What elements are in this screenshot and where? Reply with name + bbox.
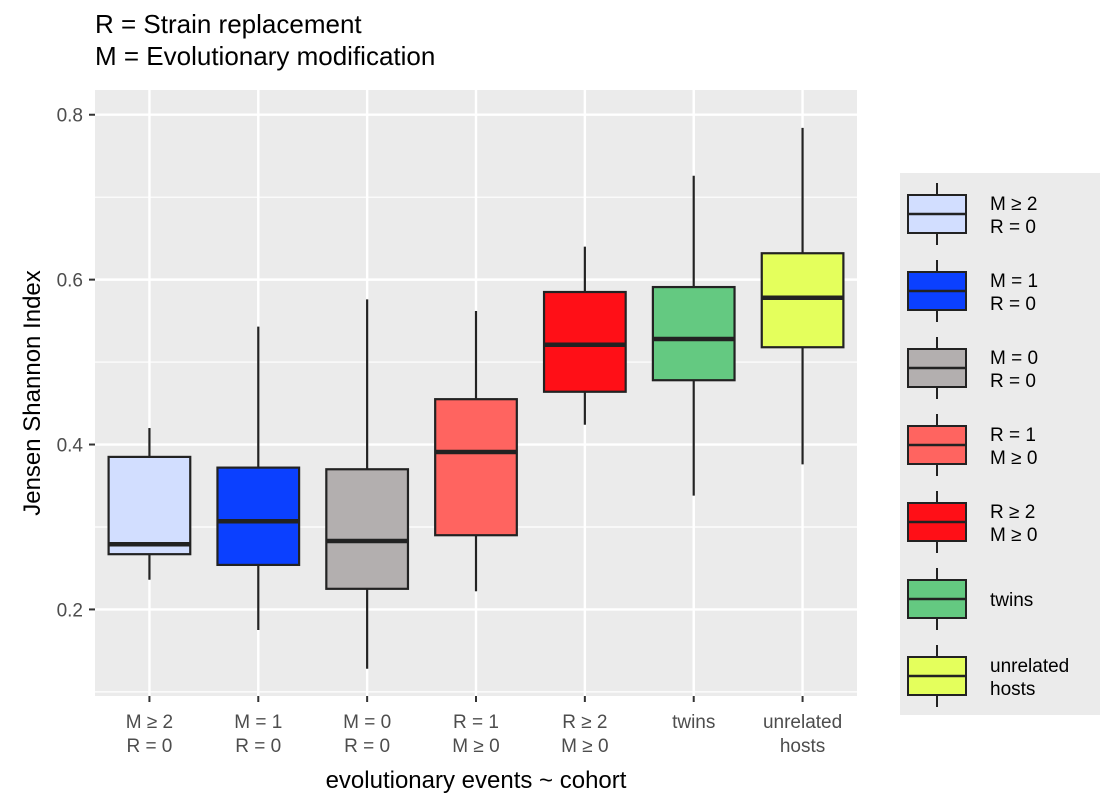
- legend-item: M = 0R = 0: [907, 337, 1038, 399]
- boxplot-box: [216, 326, 301, 631]
- box-iqr: [434, 398, 518, 537]
- box-iqr: [651, 285, 736, 382]
- boxplot-box: [434, 310, 518, 592]
- legend-item: M = 1R = 0: [907, 260, 1038, 322]
- chart-title-block: R = Strain replacement M = Evolutionary …: [95, 8, 435, 72]
- boxplot-box: [760, 127, 845, 465]
- chart-title-line-2: M = Evolutionary modification: [95, 41, 436, 71]
- x-tick-label: hosts: [780, 736, 825, 757]
- legend-label: R = 0: [990, 217, 1036, 238]
- x-tick-label: R = 1: [453, 712, 499, 733]
- box-iqr: [760, 252, 845, 349]
- boxplot-box: [325, 299, 410, 669]
- boxplot-series: [107, 127, 845, 669]
- x-axis: M ≥ 2 R = 0 M = 1 R = 0 M = 0 R = 0 R = 1 M ≥ 0…: [126, 696, 842, 757]
- box-iqr: [216, 466, 301, 567]
- boxplot-box: [542, 246, 627, 425]
- legend-label: M ≥ 2: [990, 194, 1037, 215]
- x-tick-label: R = 0: [126, 736, 172, 757]
- x-tick-label: R = 0: [235, 736, 281, 757]
- legend-label: M = 1: [990, 271, 1038, 292]
- legend-label: unrelated: [990, 656, 1069, 677]
- x-tick-label: M = 0: [343, 712, 391, 733]
- x-tick-label: twins: [672, 712, 715, 733]
- y-axis-title: Jensen Shannon Index: [19, 270, 46, 516]
- x-tick-label: unrelated: [763, 712, 842, 733]
- legend-label: hosts: [990, 679, 1035, 700]
- y-tick-label: 0.4: [57, 436, 84, 457]
- y-tick-label: 0.8: [57, 106, 83, 127]
- chart-title-line-1: R = Strain replacement: [95, 9, 362, 39]
- legend-label: M ≥ 0: [990, 448, 1037, 469]
- x-tick-label: M ≥ 0: [452, 736, 499, 757]
- legend-item: twins: [907, 568, 1033, 630]
- legend-label: R = 1: [990, 425, 1036, 446]
- legend-label: R ≥ 2: [990, 502, 1035, 523]
- x-tick-label: M ≥ 2: [126, 712, 173, 733]
- legend-label: M = 0: [990, 348, 1038, 369]
- legend-item: R ≥ 2M ≥ 0: [907, 491, 1037, 553]
- legend-item: M ≥ 2R = 0: [907, 183, 1037, 245]
- boxplot-box: [651, 175, 736, 496]
- y-tick-label: 0.6: [57, 271, 83, 292]
- y-axis: 0.2 0.4 0.6 0.8: [57, 106, 95, 621]
- legend-label: R = 0: [990, 294, 1036, 315]
- x-tick-label: R = 0: [344, 736, 390, 757]
- legend-item: R = 1M ≥ 0: [907, 414, 1037, 476]
- legend-label: M ≥ 0: [990, 525, 1037, 546]
- legend: M ≥ 2R = 0M = 1R = 0M = 0R = 0R = 1M ≥ 0…: [907, 183, 1069, 707]
- legend-label: R = 0: [990, 371, 1036, 392]
- box-iqr: [325, 468, 410, 590]
- box-iqr: [542, 290, 627, 393]
- x-axis-title: evolutionary events ~ cohort: [326, 767, 627, 794]
- y-tick-label: 0.2: [57, 600, 83, 621]
- box-iqr: [107, 455, 192, 556]
- legend-label: twins: [990, 590, 1033, 611]
- x-tick-label: R ≥ 2: [562, 712, 607, 733]
- x-tick-label: M ≥ 0: [561, 736, 608, 757]
- x-tick-label: M = 1: [234, 712, 282, 733]
- boxplot-box: [107, 428, 192, 580]
